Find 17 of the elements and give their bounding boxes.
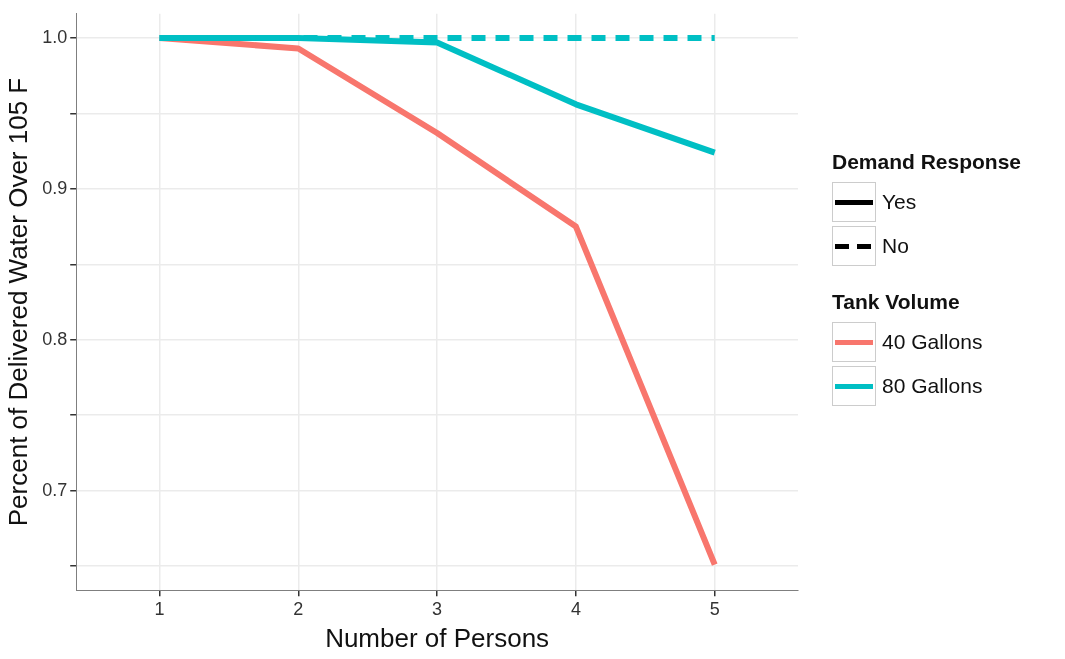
y-tick-label: 1.0 — [42, 26, 68, 47]
x-tick-label: 1 — [154, 598, 165, 619]
text: Demand Response — [832, 150, 1022, 174]
x-axis-title: Number of Persons — [325, 622, 550, 653]
text: No — [882, 234, 909, 258]
legend-title: Tank Volume — [832, 290, 961, 314]
x-tick-label: 5 — [709, 598, 720, 619]
x-tick-label: 3 — [432, 598, 443, 619]
y-axis-title: Percent of Delivered Water Over 105 F — [2, 77, 33, 527]
legend-label: 80 Gallons — [882, 374, 983, 398]
legend-label: 40 Gallons — [882, 330, 983, 354]
y-tick-label: 0.7 — [42, 479, 68, 500]
y-tick-label: 0.8 — [42, 328, 68, 349]
x-tick-label: 4 — [570, 598, 581, 619]
x-tick-label: 2 — [293, 598, 304, 619]
y-tick-label: 0.9 — [42, 177, 68, 198]
text: Yes — [882, 190, 917, 214]
